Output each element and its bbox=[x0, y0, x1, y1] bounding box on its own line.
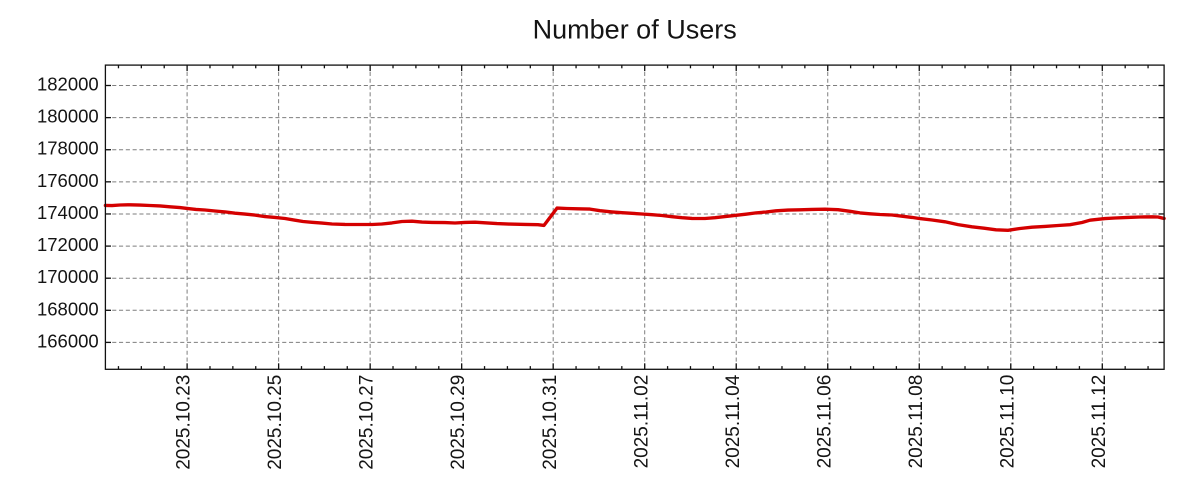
svg-text:2025.11.06: 2025.11.06 bbox=[814, 375, 835, 469]
svg-text:2025.10.27: 2025.10.27 bbox=[357, 375, 378, 470]
svg-text:2025.10.31: 2025.10.31 bbox=[540, 375, 561, 470]
svg-text:174000: 174000 bbox=[37, 202, 99, 223]
svg-text:2025.11.10: 2025.11.10 bbox=[997, 375, 1018, 469]
svg-text:182000: 182000 bbox=[37, 74, 99, 95]
svg-text:2025.11.04: 2025.11.04 bbox=[723, 374, 744, 468]
svg-text:Number of Users: Number of Users bbox=[533, 15, 737, 45]
svg-text:2025.11.08: 2025.11.08 bbox=[906, 375, 927, 469]
svg-text:178000: 178000 bbox=[37, 138, 99, 159]
svg-text:2025.10.25: 2025.10.25 bbox=[265, 375, 286, 470]
svg-text:2025.10.23: 2025.10.23 bbox=[174, 375, 195, 470]
svg-text:2025.10.29: 2025.10.29 bbox=[448, 375, 469, 470]
svg-text:176000: 176000 bbox=[37, 170, 99, 191]
svg-text:170000: 170000 bbox=[37, 266, 99, 287]
svg-text:2025.11.12: 2025.11.12 bbox=[1089, 375, 1110, 469]
svg-text:180000: 180000 bbox=[37, 106, 99, 127]
svg-text:166000: 166000 bbox=[37, 330, 99, 351]
svg-text:168000: 168000 bbox=[37, 298, 99, 319]
svg-text:2025.11.02: 2025.11.02 bbox=[631, 375, 652, 469]
svg-text:172000: 172000 bbox=[37, 234, 99, 255]
